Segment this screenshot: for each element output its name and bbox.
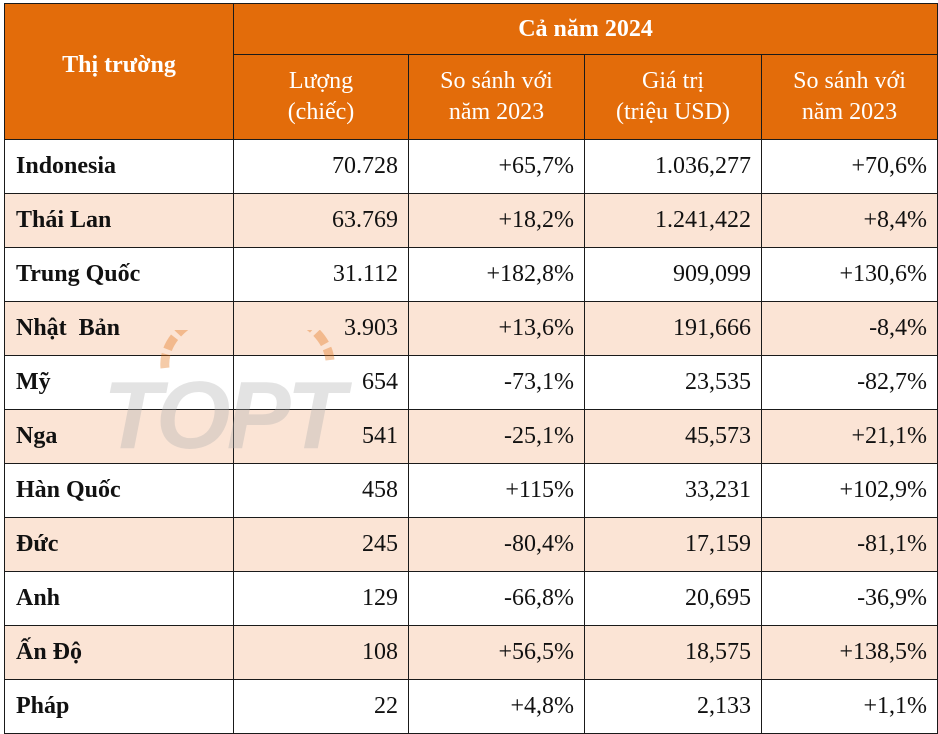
- value-cell: 20,695: [584, 571, 762, 626]
- table-row: Thái Lan 63.769 +18,2% 1.241,422 +8,4%: [4, 193, 938, 248]
- value-change-cell: +70,6%: [760, 139, 938, 194]
- quantity-change-cell: -73,1%: [408, 355, 585, 410]
- market-name-cell: Nga: [4, 409, 234, 464]
- value-cell: 33,231: [584, 463, 762, 518]
- value-change-cell: -36,9%: [760, 571, 938, 626]
- market-name-cell: Hàn Quốc: [4, 463, 234, 518]
- quantity-cell: 541: [233, 409, 409, 464]
- market-name-cell: Pháp: [4, 679, 234, 734]
- quantity-cell: 22: [233, 679, 409, 734]
- value-change-cell: +138,5%: [760, 625, 938, 680]
- value-cell: 1.241,422: [584, 193, 762, 248]
- quantity-change-cell: +182,8%: [408, 247, 585, 302]
- value-change-cell: +1,1%: [760, 679, 938, 734]
- market-name-cell: Thái Lan: [4, 193, 234, 248]
- market-name-cell: Nhật Bản: [4, 301, 234, 356]
- market-name-cell: Anh: [4, 571, 234, 626]
- value-change-cell: +130,6%: [760, 247, 938, 302]
- quantity-cell: 31.112: [233, 247, 409, 302]
- value-change-cell: +21,1%: [760, 409, 938, 464]
- value-change-cell: -81,1%: [760, 517, 938, 572]
- value-cell: 1.036,277: [584, 139, 762, 194]
- quantity-cell: 458: [233, 463, 409, 518]
- table-row: Nga 541 -25,1% 45,573 +21,1%: [4, 409, 938, 464]
- data-table-container: Thị trường Cả năm 2024 Lượng (chiếc) So …: [4, 3, 938, 734]
- header-line: Lượng: [288, 68, 354, 94]
- quantity-cell: 108: [233, 625, 409, 680]
- table-row: Trung Quốc 31.112 +182,8% 909,099 +130,6%: [4, 247, 938, 302]
- value-cell: 191,666: [584, 301, 762, 356]
- header-line: năm 2023: [448, 99, 545, 125]
- quantity-cell: 3.903: [233, 301, 409, 356]
- table-row: Ấn Độ 108 +56,5% 18,575 +138,5%: [4, 625, 938, 680]
- quantity-cell: 129: [233, 571, 409, 626]
- table-row: Hàn Quốc 458 +115% 33,231 +102,9%: [4, 463, 938, 518]
- table-row: Nhật Bản 3.903 +13,6% 191,666 -8,4%: [4, 301, 938, 356]
- market-name-cell: Trung Quốc: [4, 247, 234, 302]
- value-cell: 17,159: [584, 517, 762, 572]
- value-cell: 45,573: [584, 409, 762, 464]
- market-name-cell: Đức: [4, 517, 234, 572]
- table-header: Thị trường Cả năm 2024 Lượng (chiếc) So …: [4, 3, 938, 140]
- quantity-change-cell: -66,8%: [408, 571, 585, 626]
- table-row: Anh 129 -66,8% 20,695 -36,9%: [4, 571, 938, 626]
- header-line: (triệu USD): [616, 99, 730, 125]
- value-change-cell: +8,4%: [760, 193, 938, 248]
- quantity-cell: 245: [233, 517, 409, 572]
- quantity-change-cell: +13,6%: [408, 301, 585, 356]
- value-cell: 909,099: [584, 247, 762, 302]
- quantity-change-cell: +18,2%: [408, 193, 585, 248]
- quantity-change-cell: -80,4%: [408, 517, 585, 572]
- table-row: Đức 245 -80,4% 17,159 -81,1%: [4, 517, 938, 572]
- header-line: So sánh với: [793, 68, 906, 94]
- quantity-change-cell: +4,8%: [408, 679, 585, 734]
- table-body: Indonesia 70.728 +65,7% 1.036,277 +70,6% Thái…: [4, 139, 938, 734]
- value-cell: 2,133: [584, 679, 762, 734]
- value-column-header: Giá trị (triệu USD): [584, 54, 762, 140]
- header-line: (chiếc): [287, 99, 355, 125]
- header-line: Giá trị: [642, 68, 704, 94]
- quantity-cell: 70.728: [233, 139, 409, 194]
- table-row: Mỹ 654 -73,1% 23,535 -82,7%: [4, 355, 938, 410]
- quantity-change-cell: +115%: [408, 463, 585, 518]
- quantity-change-column-header: So sánh với năm 2023: [408, 54, 585, 140]
- quantity-column-header: Lượng (chiếc): [233, 54, 409, 140]
- value-change-cell: -82,7%: [760, 355, 938, 410]
- quantity-cell: 63.769: [233, 193, 409, 248]
- quantity-cell: 654: [233, 355, 409, 410]
- value-cell: 18,575: [584, 625, 762, 680]
- value-change-column-header: So sánh với năm 2023: [760, 54, 938, 140]
- value-change-cell: -8,4%: [760, 301, 938, 356]
- table-row: Indonesia 70.728 +65,7% 1.036,277 +70,6%: [4, 139, 938, 194]
- header-line: So sánh với: [440, 68, 553, 94]
- market-name-cell: Ấn Độ: [4, 625, 234, 680]
- value-change-cell: +102,9%: [760, 463, 938, 518]
- quantity-change-cell: +56,5%: [408, 625, 585, 680]
- market-table: Thị trường Cả năm 2024 Lượng (chiếc) So …: [4, 3, 938, 734]
- period-header: Cả năm 2024: [232, 3, 938, 55]
- market-column-header: Thị trường: [4, 3, 234, 140]
- value-cell: 23,535: [584, 355, 762, 410]
- market-name-cell: Indonesia: [4, 139, 234, 194]
- quantity-change-cell: +65,7%: [408, 139, 585, 194]
- quantity-change-cell: -25,1%: [408, 409, 585, 464]
- header-line: năm 2023: [801, 99, 898, 125]
- table-row: Pháp 22 +4,8% 2,133 +1,1%: [4, 679, 938, 734]
- market-name-cell: Mỹ: [4, 355, 234, 410]
